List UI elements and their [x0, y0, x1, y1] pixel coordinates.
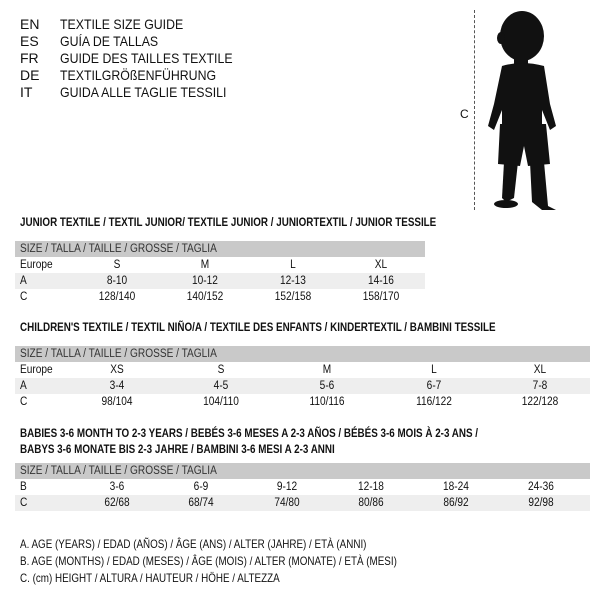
table-cell: 9-12 [276, 481, 298, 493]
table-header: SIZE / TALLA / TAILLE / GRÖSSE / TAGLIA [15, 463, 590, 479]
height-label: C [460, 107, 469, 121]
table-cell: S [113, 259, 121, 271]
header-label: SIZE / TALLA / TAILLE / GRÖSSE / TAGLIA [20, 465, 217, 477]
table-cell: XS [110, 364, 124, 376]
children-size-table: SIZE / TALLA / TAILLE / GRÖSSE / TAGLIA E… [15, 346, 590, 410]
table-cell: 10-12 [192, 275, 218, 287]
table-cell: 128/140 [98, 291, 136, 303]
table-cell: 7-8 [532, 380, 548, 392]
row-label: C [20, 291, 28, 303]
language-code: ES [20, 33, 39, 49]
header-label: SIZE / TALLA / TAILLE / GRÖSSE / TAGLIA [20, 243, 217, 255]
language-line: EN TEXTILE SIZE GUIDE [20, 16, 200, 32]
table-cell: 18-24 [443, 481, 469, 493]
table-row: C 62/68 68/74 74/80 80/86 86/92 92/98 [15, 495, 590, 511]
table-cell: L [431, 364, 437, 376]
table-cell: 86/92 [443, 497, 469, 509]
row-label: A [20, 380, 27, 392]
table-cell: 104/110 [203, 396, 239, 408]
language-line: ES GUÍA DE TALLAS [20, 33, 172, 49]
table-row: A 8-10 10-12 12-13 14-16 [15, 273, 425, 289]
table-cell: L [290, 259, 296, 271]
language-title: GUIDA ALLE TAGLIE TESSILI [60, 84, 227, 100]
child-silhouette-icon [488, 11, 556, 210]
table-cell: 152/158 [274, 291, 312, 303]
table-cell: 62/68 [104, 497, 130, 509]
table-cell: S [217, 364, 225, 376]
table-cell: 8-10 [106, 275, 128, 287]
row-label: Europe [20, 364, 53, 376]
language-code: DE [20, 67, 40, 83]
language-code: FR [20, 50, 39, 66]
table-cell: 80/86 [358, 497, 384, 509]
table-cell: 12-18 [358, 481, 384, 493]
row-label: C [20, 497, 28, 509]
language-line: IT GUIDA ALLE TAGLIE TESSILI [20, 84, 249, 100]
language-code: EN [20, 16, 40, 32]
legend-a: A. AGE (YEARS) / EDAD (AÑOS) / ÂGE (ANS)… [20, 537, 367, 551]
babies-title-line1: BABIES 3-6 MONTH TO 2-3 YEARS / BEBÉS 3-… [20, 426, 479, 440]
table-cell: 6-7 [426, 380, 442, 392]
legend-b: B. AGE (MONTHS) / EDAD (MESES) / ÂGE (MO… [20, 554, 397, 568]
table-cell: XL [374, 259, 388, 271]
table-cell: XL [533, 364, 547, 376]
table-cell: M [200, 259, 210, 271]
table-cell: 3-4 [109, 380, 125, 392]
babies-size-table: SIZE / TALLA / TAILLE / GRÖSSE / TAGLIA B… [15, 463, 590, 511]
table-cell: 5-6 [319, 380, 335, 392]
header-label: SIZE / TALLA / TAILLE / GRÖSSE / TAGLIA [20, 348, 217, 360]
height-dashed-line [474, 10, 475, 210]
row-label: C [20, 396, 28, 408]
row-label: B [20, 481, 27, 493]
table-cell: 122/128 [521, 396, 559, 408]
row-label: A [20, 275, 27, 287]
table-cell: 4-5 [213, 380, 229, 392]
table-cell: 110/116 [309, 396, 345, 408]
language-line: DE TEXTILGRÖßENFÜHRUNG [20, 67, 237, 83]
language-title: TEXTILE SIZE GUIDE [60, 16, 184, 32]
row-label: Europe [20, 259, 53, 271]
table-header: SIZE / TALLA / TAILLE / GRÖSSE / TAGLIA [15, 241, 425, 257]
table-row: A 3-4 4-5 5-6 6-7 7-8 [15, 378, 590, 394]
babies-title-line2: BABYS 3-6 MONATE BIS 2-3 JAHRE / BAMBINI… [20, 442, 335, 456]
junior-title: JUNIOR TEXTILE / TEXTIL JUNIOR/ TEXTILE … [20, 215, 437, 229]
table-row: B 3-6 6-9 9-12 12-18 18-24 24-36 [15, 479, 590, 495]
table-row: C 98/104 104/110 110/116 116/122 122/128 [15, 394, 590, 410]
table-row: Europe XS S M L XL [15, 362, 590, 378]
table-cell: 98/104 [101, 396, 133, 408]
table-cell: 74/80 [274, 497, 300, 509]
junior-size-table: SIZE / TALLA / TAILLE / GRÖSSE / TAGLIA E… [15, 241, 425, 305]
table-cell: 116/122 [416, 396, 452, 408]
table-cell: 6-9 [193, 481, 209, 493]
legend-c: C. (cm) HEIGHT / ALTURA / HAUTEUR / HÖHE… [20, 571, 280, 585]
table-row: C 128/140 140/152 152/158 158/170 [15, 289, 425, 305]
table-cell: 14-16 [368, 275, 394, 287]
table-cell: 140/152 [186, 291, 224, 303]
language-line: FR GUIDE DES TAILLES TEXTILE [20, 50, 256, 66]
table-cell: 3-6 [109, 481, 125, 493]
table-cell: 68/74 [188, 497, 214, 509]
children-title: CHILDREN'S TEXTILE / TEXTIL NIÑO/A / TEX… [20, 320, 496, 334]
language-title: GUÍA DE TALLAS [60, 33, 159, 49]
children-title-text: CHILDREN'S TEXTILE / TEXTIL NIÑO/A / TEX… [20, 320, 496, 334]
language-title: TEXTILGRÖßENFÜHRUNG [60, 67, 217, 83]
table-row: Europe S M L XL [15, 257, 425, 273]
table-cell: 24-36 [528, 481, 554, 493]
table-cell: 12-13 [280, 275, 306, 287]
language-title: GUIDE DES TAILLES TEXTILE [60, 50, 233, 66]
table-cell: M [322, 364, 332, 376]
table-cell: 158/170 [362, 291, 400, 303]
language-code: IT [20, 84, 33, 100]
table-cell: 92/98 [528, 497, 554, 509]
table-header: SIZE / TALLA / TAILLE / GRÖSSE / TAGLIA [15, 346, 590, 362]
